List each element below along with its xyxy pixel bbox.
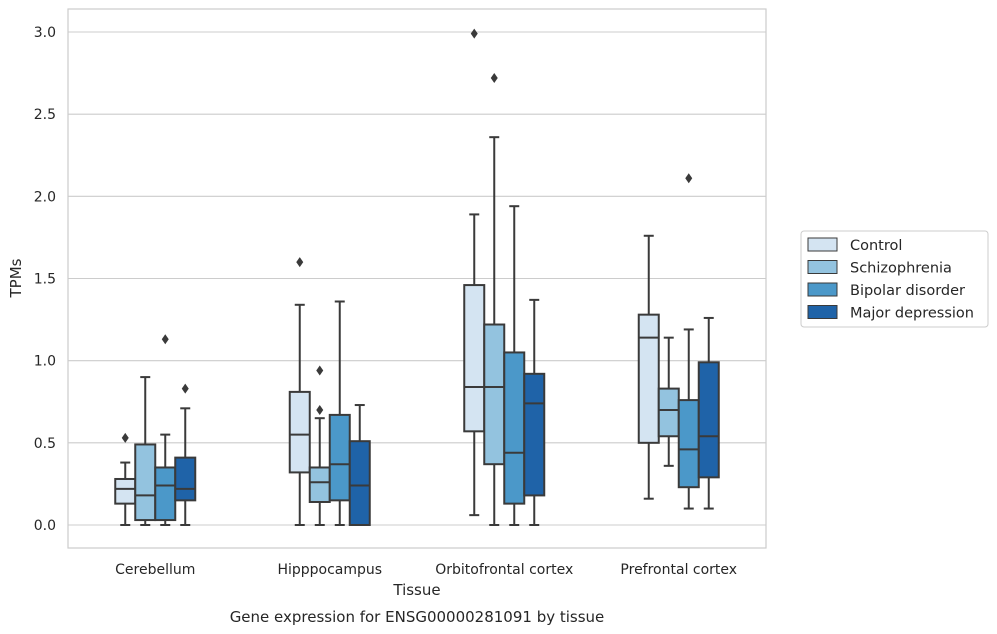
- box-body: [134, 443, 157, 522]
- legend-item: Schizophrenia: [807, 260, 952, 277]
- series-group: [114, 28, 660, 526]
- y-tick-label: 1.0: [34, 354, 56, 370]
- box: [657, 336, 680, 467]
- legend-item: Bipolar disorder: [807, 282, 965, 299]
- x-tick-label: Orbitofrontal cortex: [435, 562, 573, 578]
- legend-label: Control: [850, 238, 902, 254]
- box-body: [114, 477, 137, 505]
- box: [503, 205, 526, 526]
- outlier-point: [316, 404, 324, 415]
- y-tick-label: 2.5: [34, 107, 56, 123]
- box: [328, 300, 351, 526]
- box: [483, 73, 506, 526]
- legend-swatch: [807, 305, 838, 319]
- outlier-point: [470, 28, 478, 39]
- box: [637, 234, 660, 500]
- legend-frame: [800, 230, 989, 328]
- y-tick-label: 3.0: [34, 25, 56, 41]
- box-body: [348, 440, 371, 526]
- box-body: [677, 399, 700, 489]
- box-body: [697, 361, 720, 479]
- legend-label: Major depression: [850, 306, 974, 322]
- box: [308, 365, 331, 526]
- legend-item: Control: [807, 237, 902, 254]
- box: [134, 376, 157, 526]
- outlier-point: [181, 383, 189, 394]
- box: [174, 383, 197, 526]
- legend: Control Schizophrenia Bipolar disorder Majo…: [800, 230, 989, 328]
- grid-lines: [68, 31, 766, 526]
- outlier-point: [121, 432, 129, 443]
- legend-swatch: [807, 260, 838, 274]
- x-axis-label: Tissue: [392, 581, 440, 599]
- box-body: [637, 313, 660, 444]
- box: [114, 432, 137, 526]
- x-tick-label: Cerebellum: [115, 562, 195, 578]
- outlier-point: [685, 173, 693, 184]
- y-tick-labels: 0.0 0.5 1.0 1.5 2.0 2.5 3.0: [34, 25, 56, 534]
- box-body: [523, 372, 546, 497]
- box-body: [463, 284, 486, 433]
- x-tick-labels: Cerebellum Hipppocampus Orbitofrontal cort…: [115, 562, 737, 578]
- box-body: [328, 413, 351, 502]
- legend-label: Bipolar disorder: [850, 283, 965, 299]
- legend-swatch: [807, 282, 838, 297]
- outlier-point: [161, 334, 169, 345]
- legend-swatch: [807, 237, 838, 252]
- plot-frame: [67, 8, 767, 549]
- box-body: [657, 387, 680, 438]
- x-tick-label: Prefrontal cortex: [620, 562, 737, 578]
- y-tick-label: 0.0: [34, 518, 56, 534]
- box-body: [288, 390, 311, 474]
- outlier-point: [296, 257, 304, 268]
- legend-label: Schizophrenia: [850, 261, 952, 277]
- box: [348, 404, 371, 526]
- box-body: [174, 456, 197, 502]
- legend-item: Major depression: [807, 305, 974, 322]
- x-tick-label: Hipppocampus: [277, 562, 382, 578]
- box: [463, 28, 486, 517]
- y-axis-label: TPMs: [7, 258, 25, 298]
- series-group: [154, 173, 700, 526]
- box: [523, 298, 546, 526]
- box: [697, 316, 720, 510]
- y-tick-label: 2.0: [34, 189, 56, 205]
- y-tick-label: 1.5: [34, 272, 56, 288]
- box-body: [154, 466, 177, 522]
- chart-caption: Gene expression for ENSG00000281091 by t…: [230, 608, 605, 626]
- box-series: [114, 28, 720, 526]
- series-group: [174, 298, 720, 526]
- box: [677, 173, 700, 510]
- box-body: [503, 351, 526, 505]
- outlier-point: [316, 365, 324, 376]
- box-body: [308, 466, 331, 503]
- outlier-point: [490, 73, 498, 84]
- series-group: [134, 73, 680, 526]
- y-tick-label: 0.5: [34, 436, 56, 452]
- box-body: [483, 323, 506, 466]
- box: [154, 334, 177, 526]
- box: [288, 257, 311, 526]
